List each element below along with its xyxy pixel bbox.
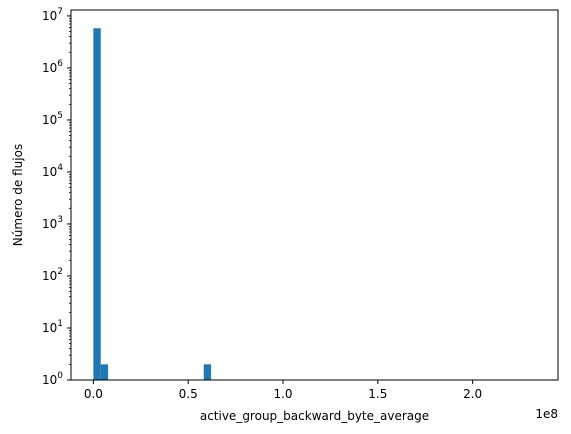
x-tick-label: 1.0 — [273, 387, 292, 401]
x-axis-label: active_group_backward_byte_average — [200, 409, 429, 423]
y-axis: 100 101 102 103 104 105 106 107 — [42, 7, 71, 387]
x-tick-label: 0.5 — [179, 387, 198, 401]
x-tick-label: 0.0 — [84, 387, 103, 401]
plot-frame — [70, 9, 559, 381]
x-offset-text: 1e8 — [535, 407, 558, 421]
x-tick-label: 2.0 — [463, 387, 482, 401]
plot-background — [71, 10, 558, 380]
y-tick-label: 106 — [42, 59, 63, 75]
y-tick-label: 102 — [42, 267, 63, 283]
y-tick-label: 103 — [42, 215, 63, 231]
y-axis-label: Número de flujos — [11, 144, 25, 246]
y-tick-label: 101 — [42, 319, 63, 335]
x-tick-label: 1.5 — [368, 387, 387, 401]
histogram-bar — [100, 364, 109, 380]
y-tick-label: 107 — [42, 7, 63, 23]
histogram-bar — [93, 28, 101, 380]
y-tick-label: 100 — [42, 371, 63, 387]
y-tick-label: 104 — [42, 163, 63, 179]
bars-group — [93, 28, 212, 380]
x-axis: 0.0 0.5 1.0 1.5 2.0 — [84, 380, 482, 401]
y-tick-label: 105 — [42, 111, 63, 127]
histogram-bar — [203, 364, 212, 380]
